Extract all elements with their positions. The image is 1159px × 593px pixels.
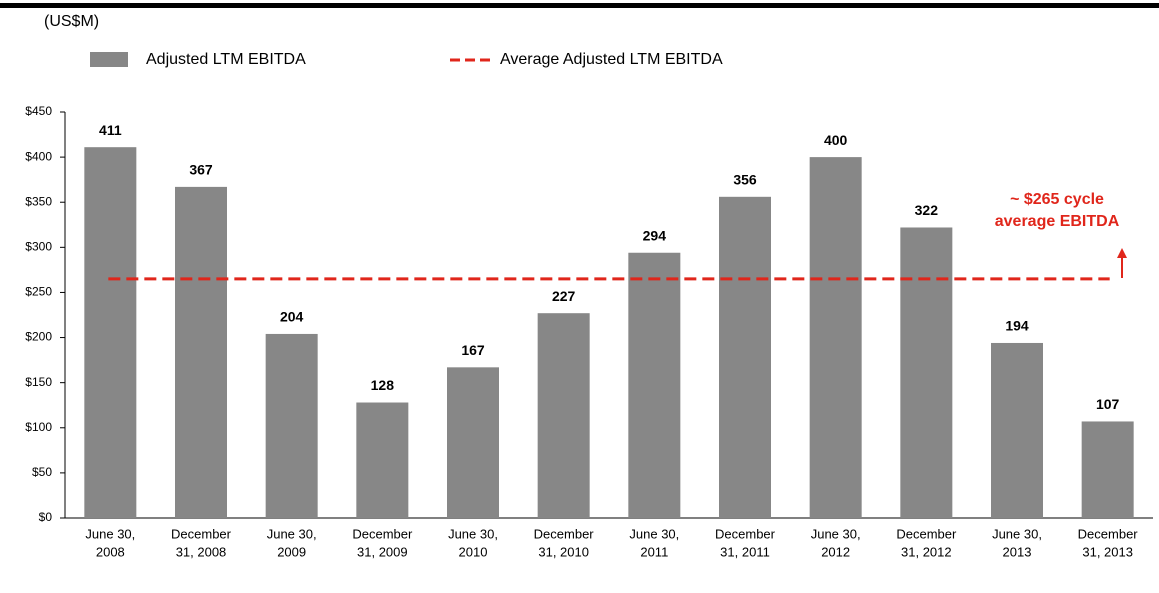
- x-tick-label: December: [352, 526, 413, 541]
- x-tick-label: June 30,: [85, 526, 135, 541]
- data-label: 194: [1005, 318, 1029, 334]
- x-tick-label: 2013: [1003, 544, 1032, 559]
- x-tick-label: 2011: [640, 544, 668, 559]
- top-rule: [0, 3, 1159, 8]
- legend-label: Adjusted LTM EBITDA: [146, 51, 306, 68]
- bar: [628, 252, 681, 518]
- y-tick-label: $100: [25, 420, 52, 434]
- data-label: 367: [189, 162, 213, 178]
- y-tick-label: $450: [25, 104, 52, 118]
- x-tick-label: 31, 2009: [357, 544, 408, 559]
- x-tick-label: 2010: [459, 544, 488, 559]
- x-tick-label: 2009: [277, 544, 306, 559]
- x-tick-label: December: [1078, 526, 1139, 541]
- bar: [175, 186, 227, 518]
- data-label: 128: [371, 377, 395, 393]
- bar: [991, 342, 1043, 518]
- y-tick-label: $0: [39, 510, 53, 524]
- y-tick-label: $250: [25, 285, 52, 299]
- data-label: 227: [552, 288, 576, 304]
- x-tick-label: 2012: [821, 544, 850, 559]
- bar: [1081, 421, 1134, 518]
- data-label: 167: [461, 342, 485, 358]
- x-tick-label: June 30,: [811, 526, 861, 541]
- x-tick-label: June 30,: [448, 526, 498, 541]
- bar: [265, 333, 318, 518]
- data-label: 400: [824, 132, 848, 148]
- bar: [719, 196, 771, 518]
- data-label: 322: [915, 202, 939, 218]
- annotation: ~ $265 cycle: [1010, 191, 1104, 208]
- data-label: 411: [99, 122, 122, 138]
- x-tick-label: June 30,: [629, 526, 679, 541]
- x-tick-label: 31, 2011: [720, 544, 770, 559]
- y-tick-label: $300: [25, 240, 52, 254]
- bar: [447, 367, 499, 518]
- x-tick-label: December: [715, 526, 776, 541]
- legend-label: Average Adjusted LTM EBITDA: [500, 51, 723, 68]
- x-tick-label: 31, 2010: [538, 544, 589, 559]
- x-tick-label: June 30,: [267, 526, 317, 541]
- bar: [84, 147, 137, 519]
- x-tick-label: June 30,: [992, 526, 1042, 541]
- x-tick-label: 31, 2008: [176, 544, 227, 559]
- data-label: 294: [643, 227, 667, 243]
- data-label: 204: [280, 309, 304, 325]
- annotation: average EBITDA: [995, 213, 1120, 230]
- x-tick-label: December: [896, 526, 957, 541]
- x-tick-label: 31, 2012: [901, 544, 952, 559]
- bar: [809, 157, 862, 518]
- bar: [356, 402, 409, 518]
- data-label: 356: [733, 172, 757, 188]
- annotation-arrowhead: [1117, 248, 1127, 258]
- x-tick-label: December: [534, 526, 595, 541]
- bar: [900, 227, 953, 519]
- unit-label: (US$M): [44, 13, 99, 30]
- y-tick-label: $400: [25, 149, 52, 163]
- y-tick-label: $50: [32, 465, 52, 479]
- y-tick-label: $350: [25, 194, 52, 208]
- data-label: 107: [1096, 396, 1120, 412]
- x-tick-label: 31, 2013: [1082, 544, 1133, 559]
- legend-swatch: [90, 52, 128, 67]
- x-tick-label: 2008: [96, 544, 125, 559]
- bar: [537, 313, 590, 518]
- y-tick-label: $150: [25, 375, 52, 389]
- x-tick-label: December: [171, 526, 232, 541]
- y-tick-label: $200: [25, 330, 52, 344]
